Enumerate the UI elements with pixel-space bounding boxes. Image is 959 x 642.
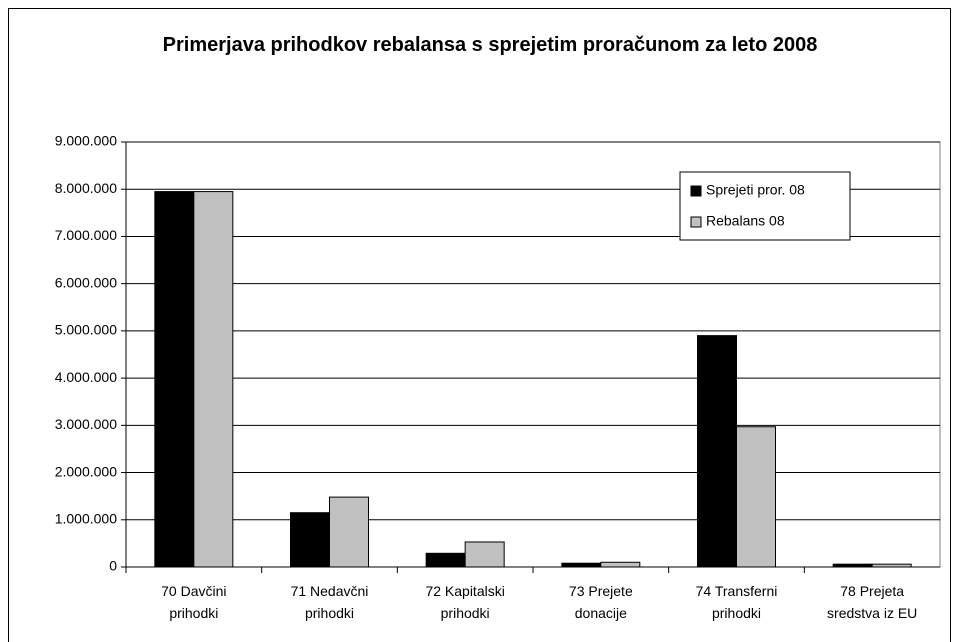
bar	[736, 426, 776, 568]
y-tick-label: 9.000.000	[55, 133, 117, 149]
x-tick-label: 78 Prejeta sredstva iz EU	[827, 583, 918, 621]
bar	[193, 191, 234, 568]
y-tick-label: 2.000.000	[55, 463, 117, 479]
bar	[464, 541, 505, 568]
bar	[600, 561, 641, 568]
x-tick-label: 71 Nedavčni prihodki	[290, 583, 369, 621]
bar	[425, 552, 466, 568]
bar	[697, 335, 737, 568]
y-tick-label: 3.000.000	[55, 416, 117, 432]
x-tick-label: 72 Kapitalski prihodki	[425, 583, 505, 621]
legend-label: Sprejeti pror. 08	[706, 182, 805, 198]
bar	[561, 562, 602, 568]
y-tick-label: 5.000.000	[55, 322, 117, 338]
y-tick-label: 8.000.000	[55, 180, 117, 196]
legend-swatch	[690, 216, 702, 228]
y-tick-label: 0	[109, 558, 117, 574]
bar	[154, 191, 195, 568]
y-tick-label: 6.000.000	[55, 274, 117, 290]
y-tick-label: 7.000.000	[55, 227, 117, 243]
x-tick-label: 70 Davčini prihodki	[161, 583, 227, 621]
x-tick-label: 74 Transferni prihodki	[695, 583, 778, 621]
y-tick-label: 1.000.000	[55, 510, 117, 526]
chart-title: Primerjava prihodkov rebalansa s sprejet…	[162, 34, 818, 56]
x-tick-label: 73 Prejete donacije	[568, 583, 633, 621]
bar	[290, 512, 330, 568]
bar	[329, 496, 369, 568]
legend-swatch	[690, 185, 702, 197]
legend-label: Rebalans 08	[706, 213, 785, 229]
y-tick-label: 4.000.000	[55, 369, 117, 385]
legend-box	[679, 171, 851, 241]
